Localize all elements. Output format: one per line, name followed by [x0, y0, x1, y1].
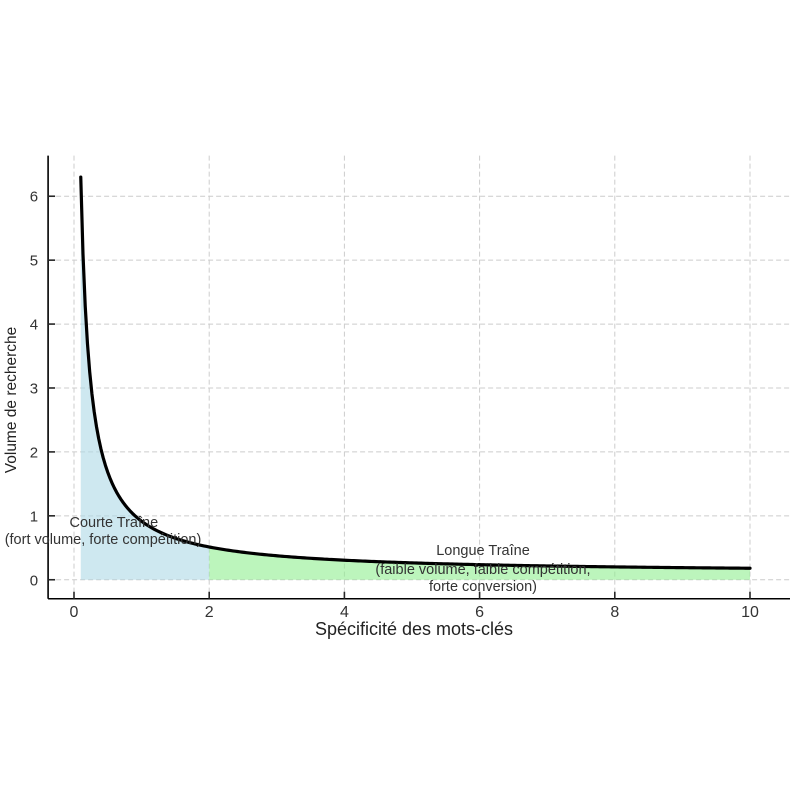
svg-text:forte conversion): forte conversion)	[429, 579, 537, 595]
svg-text:6: 6	[30, 189, 38, 206]
svg-text:Spécificité des mots-clés: Spécificité des mots-clés	[315, 619, 513, 639]
svg-text:0: 0	[30, 572, 38, 589]
svg-text:5: 5	[30, 253, 38, 270]
svg-text:(fort volume, forte compétitio: (fort volume, forte compétition)	[5, 532, 202, 548]
svg-text:4: 4	[30, 317, 38, 334]
svg-text:2: 2	[30, 444, 38, 461]
svg-text:(faible volume, faible compéti: (faible volume, faible compétition,	[375, 562, 590, 578]
svg-text:1: 1	[30, 508, 38, 525]
svg-text:Volume de recherche: Volume de recherche	[3, 327, 20, 473]
svg-text:10: 10	[741, 604, 759, 621]
svg-text:Courte Traîne: Courte Traîne	[70, 515, 159, 531]
svg-text:0: 0	[70, 604, 79, 621]
svg-text:3: 3	[30, 380, 38, 397]
svg-text:8: 8	[610, 604, 619, 621]
svg-text:Longue Traîne: Longue Traîne	[436, 543, 530, 559]
svg-text:2: 2	[205, 604, 214, 621]
